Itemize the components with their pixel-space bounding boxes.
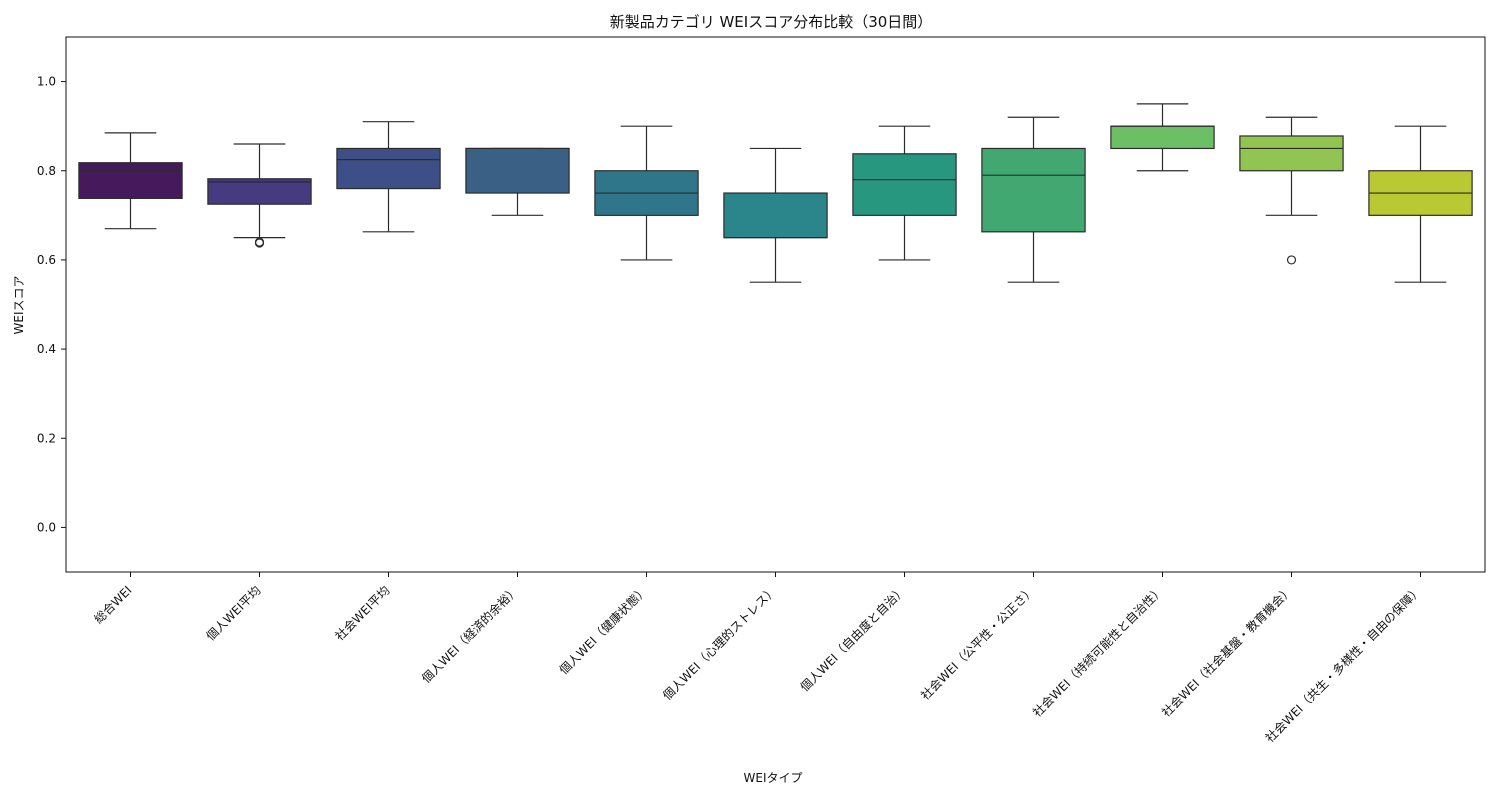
x-tick-label: 総合WEI (91, 583, 135, 627)
x-tick-label: 個人WEI（自由度と自治） (797, 583, 909, 695)
outlier-point (254, 237, 265, 247)
box-group-7 (852, 125, 957, 261)
y-tick-label: 0.0 (37, 520, 56, 534)
box-group-4 (465, 147, 570, 216)
x-tick-label: 個人WEI（経済的余裕） (418, 583, 521, 686)
box-iqr (336, 147, 441, 190)
box-group-5 (594, 125, 699, 261)
box-group-6 (723, 147, 828, 283)
box-group-10 (1239, 116, 1344, 265)
y-axis-label: WEIスコア (12, 276, 26, 335)
x-tick-label: 個人WEI（心理的ストレス） (659, 583, 779, 703)
box-iqr (465, 147, 570, 194)
box-iqr (852, 153, 957, 216)
x-tick-label: 社会WEI（共生・多様性・自由の保障） (1262, 583, 1425, 746)
box-iqr (981, 147, 1086, 233)
y-tick-label: 1.0 (37, 75, 56, 89)
x-tick-label: 社会WEI（持続可能性と自治性） (1029, 583, 1166, 720)
x-tick-label: 社会WEI（社会基盤・教育機会） (1158, 583, 1295, 720)
box-group-11 (1368, 125, 1473, 283)
box-iqr (78, 162, 183, 199)
box-group-9 (1110, 103, 1215, 172)
x-tick-label: 社会WEI（公平性・公正さ） (917, 583, 1037, 703)
x-axis-label: WEIタイプ (744, 771, 803, 785)
y-tick-label: 0.2 (37, 431, 56, 445)
box-group-2 (207, 143, 312, 248)
x-tick-label: 社会WEI平均 (332, 583, 393, 644)
box-iqr (207, 178, 312, 205)
x-tick-label: 個人WEI（健康状態） (556, 583, 651, 678)
box-group-3 (336, 121, 441, 233)
x-tick-label: 個人WEI平均 (204, 583, 264, 643)
y-tick-label: 0.8 (37, 164, 56, 178)
box-group-1 (78, 132, 183, 230)
plot-area (78, 103, 1473, 283)
box-group-8 (981, 116, 1086, 283)
box-iqr (1239, 135, 1344, 172)
outlier-point (1286, 255, 1297, 265)
y-tick-label: 0.6 (37, 253, 56, 267)
box-iqr (1110, 125, 1215, 150)
box-iqr (723, 192, 828, 239)
chart-title: 新製品カテゴリ WEIスコア分布比較（30日間） (610, 13, 933, 31)
y-tick-label: 0.4 (37, 342, 56, 356)
